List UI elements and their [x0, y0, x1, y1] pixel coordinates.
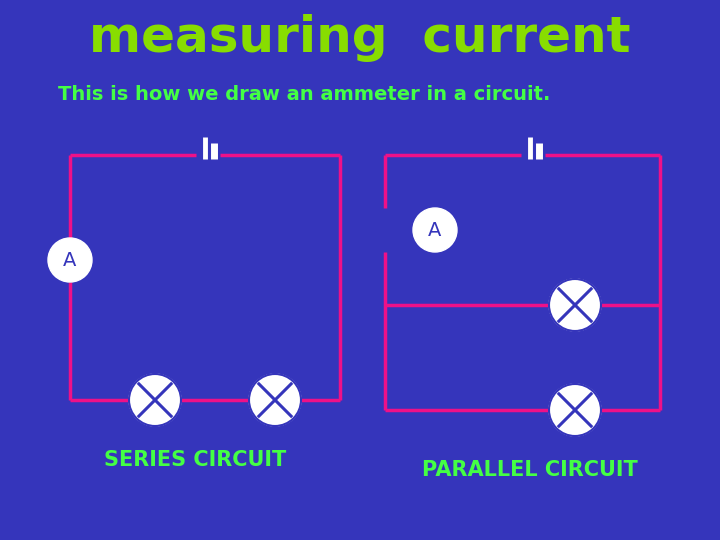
Text: SERIES CIRCUIT: SERIES CIRCUIT — [104, 450, 286, 470]
Text: PARALLEL CIRCUIT: PARALLEL CIRCUIT — [422, 460, 638, 480]
Circle shape — [48, 238, 92, 282]
Circle shape — [413, 208, 457, 252]
Circle shape — [129, 374, 181, 426]
Text: A: A — [63, 252, 77, 271]
Text: This is how we draw an ammeter in a circuit.: This is how we draw an ammeter in a circ… — [58, 85, 550, 105]
Text: measuring  current: measuring current — [89, 14, 631, 62]
Circle shape — [549, 384, 601, 436]
Text: A: A — [428, 221, 441, 240]
Circle shape — [249, 374, 301, 426]
Circle shape — [549, 279, 601, 331]
